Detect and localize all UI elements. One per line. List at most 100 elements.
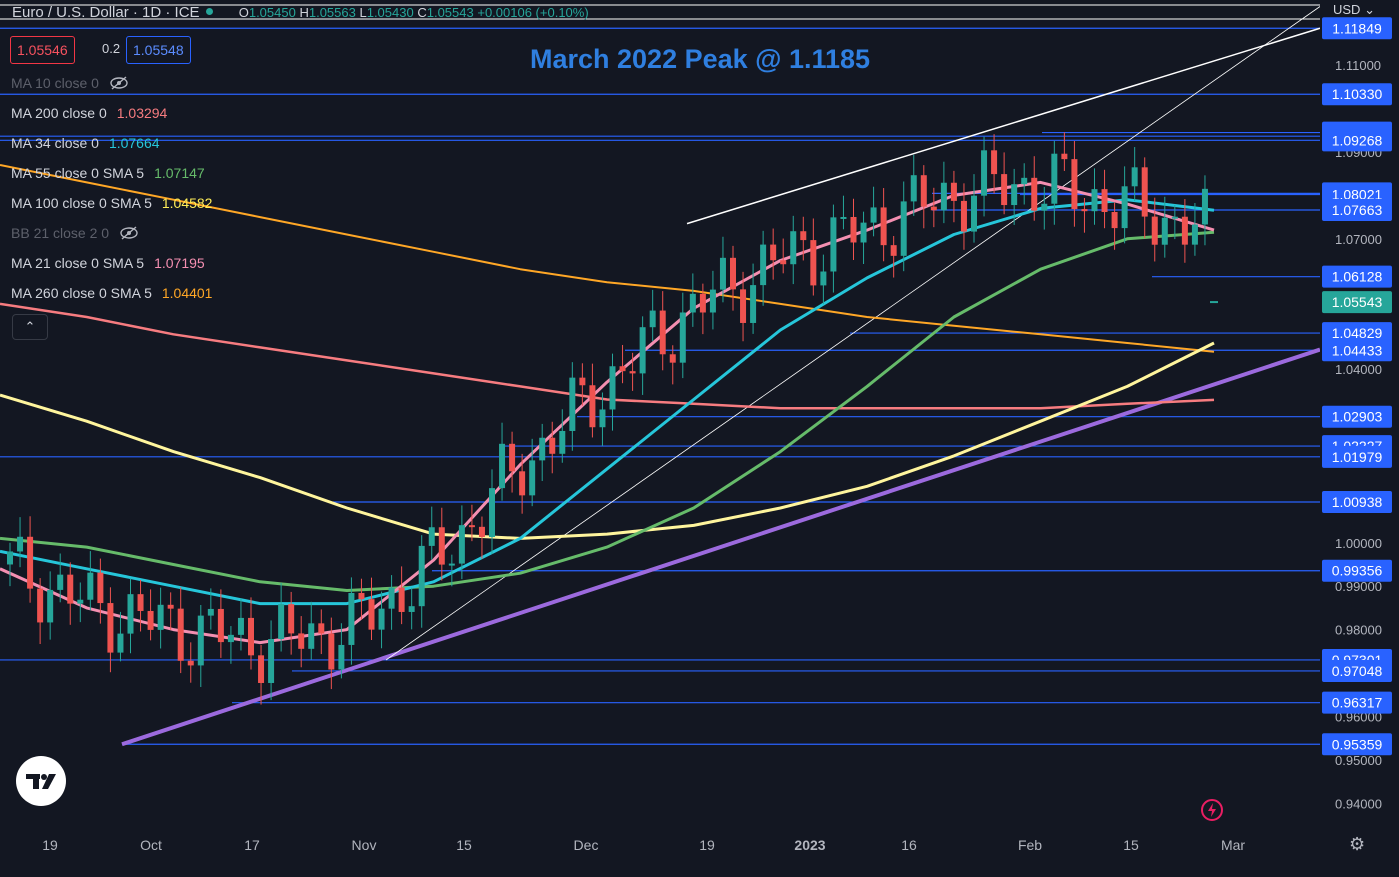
level-price-label: 1.11849 (1332, 20, 1382, 36)
indicator-legend-item[interactable]: MA 200 close 0 1.03294 (11, 105, 167, 121)
candle-body (237, 617, 244, 635)
candle-body (408, 606, 415, 612)
candle-body (659, 310, 666, 355)
x-tick-label: 15 (1123, 837, 1139, 853)
candle-body (278, 604, 285, 640)
candle-body (589, 385, 596, 428)
sell-button[interactable]: 1.05546 (10, 36, 75, 64)
x-tick-label: 19 (699, 837, 715, 853)
candle-body (930, 206, 937, 211)
indicator-legend-item[interactable]: BB 21 close 2 0 (11, 225, 139, 243)
indicator-name: MA 34 close 0 (11, 135, 99, 151)
candle-body (157, 604, 164, 630)
indicator-value: 1.03294 (116, 105, 168, 121)
indicator-value: 1.07664 (108, 135, 160, 151)
indicator-legend-item[interactable]: MA 10 close 0 (11, 75, 129, 93)
candle-body (830, 217, 837, 272)
candle-body (1131, 167, 1138, 187)
candle-body (318, 623, 325, 634)
level-price-label: 1.01979 (1332, 449, 1383, 465)
candle-body (17, 536, 24, 552)
level-price-tag (1322, 445, 1392, 468)
y-tick-label: 0.94000 (1335, 796, 1382, 811)
last-price-tag (1322, 291, 1392, 314)
candle-body (740, 289, 747, 323)
indicator-legend-item[interactable]: MA 100 close 0 SMA 5 1.04582 (11, 195, 212, 211)
candle-body (1191, 224, 1198, 245)
uptrend-line (121, 347, 1321, 747)
indicator-name: MA 260 close 0 SMA 5 (11, 285, 152, 301)
candle-body (699, 293, 706, 313)
candle-body (840, 216, 847, 219)
indicator-legend-item[interactable]: MA 21 close 0 SMA 5 1.07195 (11, 255, 205, 271)
candle-body (920, 175, 927, 207)
level-price-tag (1322, 199, 1392, 222)
candle-body (378, 608, 385, 630)
eye-crossed-icon[interactable] (119, 226, 139, 243)
candle-body (750, 285, 757, 323)
candle-body (298, 633, 305, 649)
annotation-text[interactable]: March 2022 Peak @ 1.1185 (530, 44, 871, 74)
indicator-legend-item[interactable]: MA 34 close 0 1.07664 (11, 135, 160, 151)
x-tick-label: 19 (42, 837, 58, 853)
y-tick-label: 1.07000 (1335, 232, 1382, 247)
candle-body (639, 327, 646, 374)
candle-body (478, 526, 485, 537)
candle-body (780, 260, 787, 265)
level-price-tag (1322, 17, 1392, 40)
candle-body (187, 660, 194, 666)
level-price-label: 1.09268 (1332, 132, 1383, 148)
candle-body (810, 240, 817, 286)
eye-crossed-icon[interactable] (109, 76, 129, 93)
candle-body (529, 460, 536, 496)
candle-body (227, 634, 234, 643)
indicator-legend-item[interactable]: MA 260 close 0 SMA 5 1.04401 (11, 285, 212, 301)
candle-body (398, 587, 405, 612)
candle-body (910, 175, 917, 202)
candle-body (509, 443, 516, 472)
candle-body (649, 310, 656, 328)
indicator-legend-item[interactable]: MA 55 close 0 SMA 5 1.07147 (11, 165, 205, 181)
y-tick-label: 0.98000 (1335, 623, 1382, 638)
candle-body (890, 245, 897, 256)
currency-select[interactable]: USD ⌄ (1333, 2, 1375, 17)
level-price-label: 0.97048 (1332, 663, 1383, 679)
tradingview-logo[interactable] (16, 756, 66, 806)
candle-body (599, 409, 606, 428)
candle-body (7, 551, 13, 565)
collapse-legend-button[interactable]: ⌃ (12, 314, 48, 340)
symbol-title[interactable]: Euro / U.S. Dollar · 1D · ICE (12, 4, 200, 21)
flash-icon[interactable] (1199, 797, 1225, 823)
level-price-label: 0.99356 (1332, 563, 1383, 579)
candle-body (549, 437, 556, 454)
low-value: 1.05430 (366, 5, 414, 20)
resistance-trendline (686, 27, 1321, 225)
candle-body (368, 599, 375, 630)
ma55-line (0, 230, 1215, 592)
x-tick-label: Dec (574, 837, 599, 853)
candle-body (388, 587, 395, 609)
candle-body (679, 312, 686, 363)
buy-button[interactable]: 1.05548 (126, 36, 191, 64)
candle-body (1161, 217, 1168, 245)
level-price-label: 1.04433 (1332, 342, 1383, 358)
candle-body (669, 354, 676, 363)
ohlc-readout: O1.05450 H1.05563 L1.05430 C1.05543 +0.0… (238, 5, 589, 20)
candle-body (730, 257, 736, 290)
settings-gear-icon[interactable]: ⚙ (1349, 834, 1366, 854)
level-price-tag (1322, 559, 1392, 582)
diagonal-trendline (385, 6, 1321, 661)
x-tick-label: Mar (1221, 837, 1245, 853)
candle-body (940, 182, 947, 211)
candle-body (37, 588, 44, 623)
candle-body (981, 150, 988, 196)
y-tick-label: 1.11000 (1335, 58, 1381, 73)
candle-body (438, 527, 445, 565)
candle-body (217, 608, 224, 643)
candle-body (47, 589, 54, 623)
candle-body (900, 201, 907, 256)
candle-body (1171, 216, 1178, 219)
candle-body (1011, 184, 1018, 206)
